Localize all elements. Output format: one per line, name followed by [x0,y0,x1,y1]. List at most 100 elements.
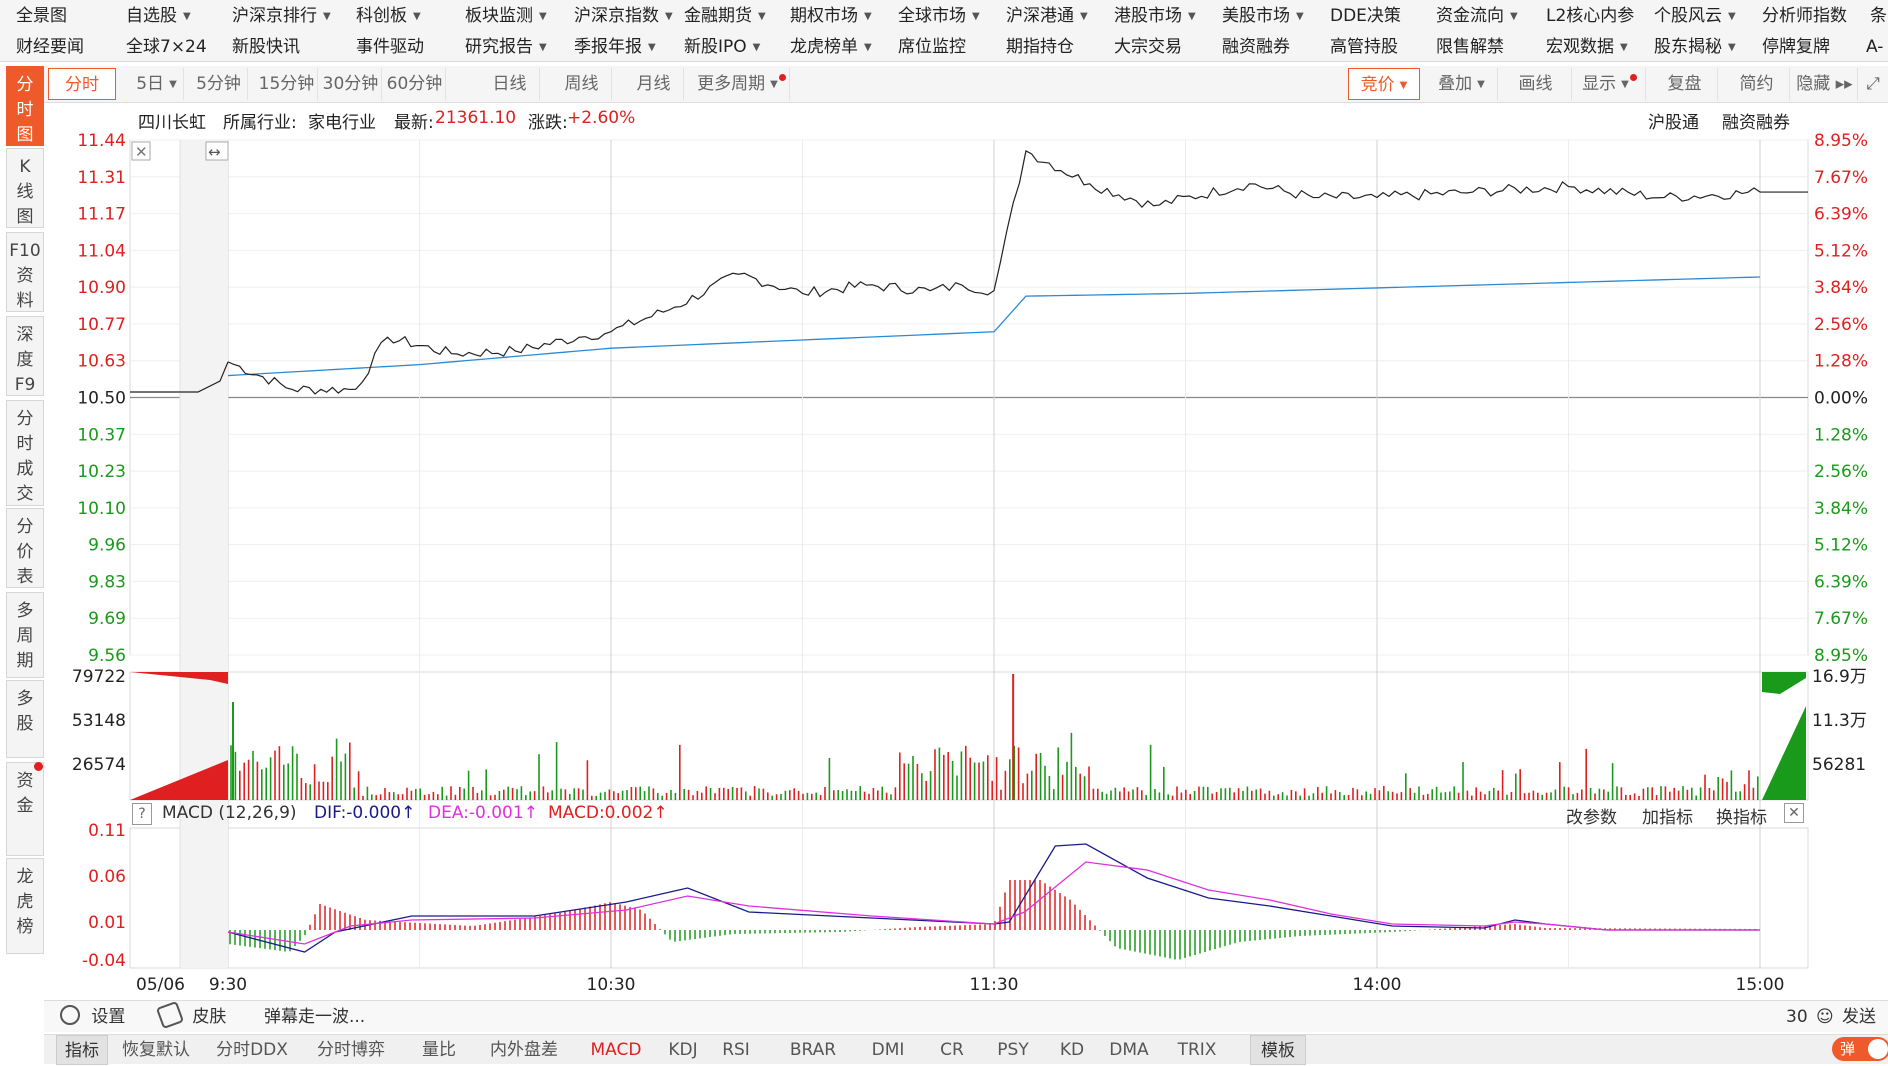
period-1[interactable]: 5日 ▼ [130,68,184,100]
indicator-tab-15[interactable]: TRIX [1177,1040,1217,1060]
indicator-tab-0[interactable]: 指标 [56,1035,108,1065]
tool-2[interactable]: 画线 [1500,68,1572,100]
menu-row2-item-15[interactable]: 股东揭秘 ▼ [1654,32,1736,62]
sidebar-tab-6[interactable]: 多 周 期 [6,592,44,678]
indicator-tab-7[interactable]: KDJ [668,1040,698,1060]
menu-row1-item-15[interactable]: 个股风云 ▼ [1654,1,1736,31]
sidebar-tab-3[interactable]: 深 度 F9 [6,316,44,396]
menu-row2-item-6[interactable]: 新股IPO ▼ [684,32,760,62]
settings-button[interactable]: 设置 [60,1001,125,1033]
sidebar-tab-7[interactable]: 多 股 [6,680,44,758]
menu-row1-item-10[interactable]: 港股市场 ▼ [1114,1,1196,31]
indicator-tab-9[interactable]: BRAR [789,1040,837,1060]
menu-row2-item-4[interactable]: 研究报告 ▼ [465,32,547,62]
period-6[interactable]: 日线 [480,68,540,100]
tool-6[interactable]: 隐藏 ▸▸ [1792,68,1858,100]
indicator-tab-14[interactable]: DMA [1109,1040,1149,1060]
macd-edit-params-button[interactable]: 改参数 [1566,808,1617,828]
indicator-tab-8[interactable]: RSI [722,1040,750,1060]
menu-row2-item-0[interactable]: 财经要闻 [16,32,84,62]
menu-row2-item-12[interactable]: 高管持股 [1330,32,1398,62]
menu-row1-item-0[interactable]: 全景图 [16,1,67,31]
indicator-tab-11[interactable]: CR [940,1040,964,1060]
period-8[interactable]: 月线 [624,68,684,100]
danmu-toggle[interactable]: 弹 [1832,1037,1888,1061]
period-0[interactable]: 分时 [48,68,116,100]
menu-row2-item-16[interactable]: 停牌复牌 [1762,32,1830,62]
menu-row1-item-1[interactable]: 自选股 ▼ [126,1,191,31]
macd-switch-indicator-button[interactable]: 换指标 [1716,808,1767,828]
industry-value[interactable]: 家电行业 [308,113,376,133]
volume-axis: 79722 53148 26574 16.9万 11.3万 56281 [72,667,1867,775]
indicator-tab-4[interactable]: 量比 [422,1040,456,1060]
indicator-tab-2[interactable]: 分时DDX [216,1040,288,1060]
period-2[interactable]: 5分钟 [190,68,248,100]
menu-row2-item-14[interactable]: 宏观数据 ▼ [1546,32,1628,62]
menu-item-label: 全景图 [16,6,67,26]
indicator-tab-5[interactable]: 内外盘差 [490,1040,558,1060]
period-3[interactable]: 15分钟 [256,68,318,100]
emoji-icon[interactable]: ☺ [1816,1007,1834,1027]
menu-row1-item-9[interactable]: 沪深港通 ▼ [1006,1,1088,31]
tool-3[interactable]: 显示 ▼ [1574,68,1646,100]
menu-row1-item-5[interactable]: 沪深京指数 ▼ [574,1,673,31]
menu-row1-item-2[interactable]: 沪深京排行 ▼ [232,1,331,31]
menu-row2-item-13[interactable]: 限售解禁 [1436,32,1504,62]
send-button[interactable]: 发送 [1842,1007,1876,1027]
menu-row2-item-1[interactable]: 全球7×24 [126,32,207,62]
danmu-input[interactable]: 弹幕走一波... [264,1007,366,1027]
menu-row1-item-6[interactable]: 金融期货 ▼ [684,1,766,31]
indicator-tab-6[interactable]: MACD [590,1040,642,1060]
macd-close-icon[interactable]: ✕ [1784,803,1804,823]
menu-row2-item-10[interactable]: 大宗交易 [1114,32,1182,62]
menu-row1-item-14[interactable]: L2核心内参 [1546,1,1634,31]
macd-help-icon[interactable]: ? [132,803,152,825]
tool-5[interactable]: 简约 [1724,68,1790,100]
menu-row2-item-8[interactable]: 席位监控 [898,32,966,62]
skin-button[interactable]: 皮肤 [155,1000,226,1033]
indicator-tab-16[interactable]: 模板 [1250,1035,1306,1065]
menu-row1-item-16[interactable]: 分析师指数 [1762,1,1847,31]
indicator-tab-13[interactable]: KD [1059,1040,1085,1060]
sidebar-tab-2[interactable]: F10 资 料 [6,232,44,312]
sidebar-tab-0[interactable]: 分 时 图 [6,66,44,146]
menu-row1-item-8[interactable]: 全球市场 ▼ [898,1,980,31]
menu-row2-item-17[interactable]: A- [1866,32,1883,62]
menu-row1-item-7[interactable]: 期权市场 ▼ [790,1,872,31]
tool-4[interactable]: 复盘 [1652,68,1718,100]
tool-1[interactable]: 叠加 ▼ [1426,68,1498,100]
macd-add-indicator-button[interactable]: 加指标 [1642,808,1693,828]
menu-row1-item-3[interactable]: 科创板 ▼ [356,1,421,31]
menu-row1-item-17[interactable]: 条 [1870,1,1887,31]
indicator-tab-10[interactable]: DMI [871,1040,905,1060]
menu-row2-item-9[interactable]: 期指持仓 [1006,32,1074,62]
intraday-chart[interactable]: 11.44 11.31 11.17 11.04 10.90 10.77 10.63 10.50… [0,0,1888,1000]
menu-row1-item-12[interactable]: DDE决策 [1330,1,1401,31]
menu-row2-item-3[interactable]: 事件驱动 [356,32,424,62]
sidebar-tab-9[interactable]: 龙 虎 榜 [6,858,44,954]
tag-margin-trading[interactable]: 融资融券 [1722,113,1790,133]
menu-row1-item-4[interactable]: 板块监测 ▼ [465,1,547,31]
menu-row1-item-11[interactable]: 美股市场 ▼ [1222,1,1304,31]
sidebar-tab-5[interactable]: 分 价 表 [6,508,44,588]
menu-row2-item-11[interactable]: 融资融券 [1222,32,1290,62]
fullscreen-icon[interactable]: ⤢ [1866,74,1880,94]
avg-price-polyline [227,276,1761,377]
period-5[interactable]: 60分钟 [384,68,446,100]
indicator-tab-1[interactable]: 恢复默认 [122,1040,190,1060]
period-4[interactable]: 30分钟 [320,68,382,100]
indicator-tab-12[interactable]: PSY [997,1040,1029,1060]
price-tick-left: 11.31 [77,168,126,188]
indicator-tab-3[interactable]: 分时博弈 [317,1040,385,1060]
sidebar-tab-4[interactable]: 分 时 成 交 [6,400,44,506]
menu-row2-item-5[interactable]: 季报年报 ▼ [574,32,656,62]
sidebar-tab-1[interactable]: K 线 图 [6,148,44,228]
period-9[interactable]: 更多周期 ▼ [694,68,790,100]
period-7[interactable]: 周线 [552,68,612,100]
menu-row2-item-2[interactable]: 新股快讯 [232,32,300,62]
sidebar-tab-8[interactable]: 资 金 [6,762,44,856]
tag-hk-connect[interactable]: 沪股通 [1648,113,1699,133]
menu-row2-item-7[interactable]: 龙虎榜单 ▼ [790,32,872,62]
tool-0[interactable]: 竞价 ▼ [1348,68,1420,100]
menu-row1-item-13[interactable]: 资金流向 ▼ [1436,1,1518,31]
